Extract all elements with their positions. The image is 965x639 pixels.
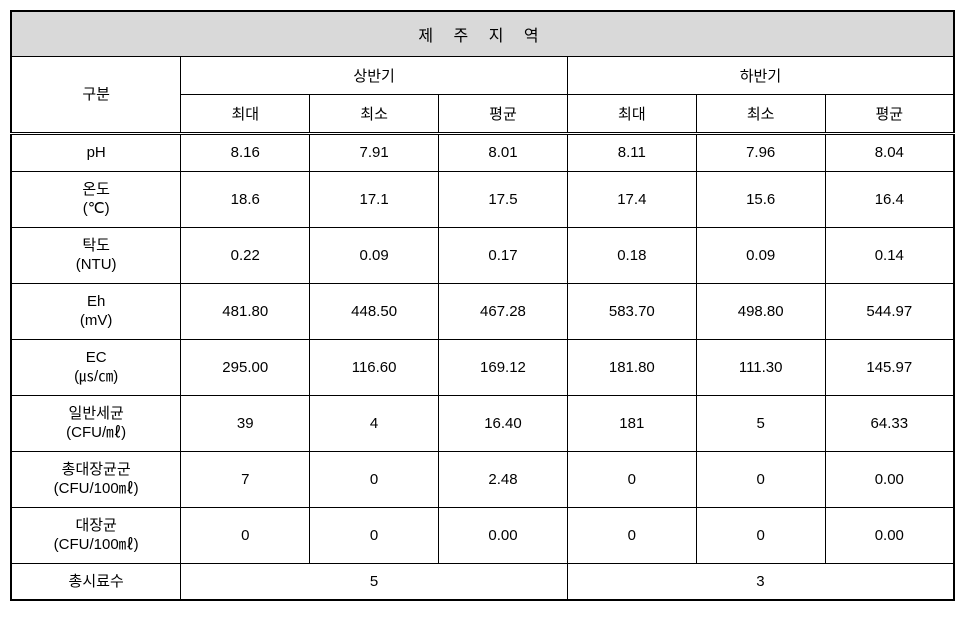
period1-header: 상반기 <box>181 57 568 95</box>
data-cell: 448.50 <box>310 283 439 339</box>
data-cell: 583.70 <box>567 283 696 339</box>
param-cell: 온도(℃) <box>11 171 181 227</box>
param-cell: 대장균(CFU/100㎖) <box>11 507 181 563</box>
data-cell: 17.5 <box>439 171 568 227</box>
category-header: 구분 <box>11 57 181 134</box>
param-cell: 총대장균군(CFU/100㎖) <box>11 451 181 507</box>
param-cell: 일반세균(CFU/㎖) <box>11 395 181 451</box>
table-row: EC(㎲/㎝) 295.00 116.60 169.12 181.80 111.… <box>11 339 954 395</box>
data-cell: 39 <box>181 395 310 451</box>
data-cell: 0.00 <box>825 451 954 507</box>
total-samples-p2: 3 <box>567 563 954 600</box>
data-cell: 16.4 <box>825 171 954 227</box>
data-cell: 5 <box>696 395 825 451</box>
data-cell: 17.4 <box>567 171 696 227</box>
data-cell: 181.80 <box>567 339 696 395</box>
data-cell: 0.09 <box>310 227 439 283</box>
table-row: 온도(℃) 18.6 17.1 17.5 17.4 15.6 16.4 <box>11 171 954 227</box>
data-cell: 7.96 <box>696 134 825 172</box>
data-cell: 295.00 <box>181 339 310 395</box>
param-cell: EC(㎲/㎝) <box>11 339 181 395</box>
data-cell: 0.22 <box>181 227 310 283</box>
period1-avg-header: 평균 <box>439 95 568 134</box>
data-cell: 8.11 <box>567 134 696 172</box>
data-cell: 8.01 <box>439 134 568 172</box>
period2-header: 하반기 <box>567 57 954 95</box>
data-cell: 481.80 <box>181 283 310 339</box>
data-cell: 2.48 <box>439 451 568 507</box>
data-cell: 7 <box>181 451 310 507</box>
data-cell: 467.28 <box>439 283 568 339</box>
table-row: 대장균(CFU/100㎖) 0 0 0.00 0 0 0.00 <box>11 507 954 563</box>
period2-max-header: 최대 <box>567 95 696 134</box>
data-cell: 0 <box>567 451 696 507</box>
data-cell: 15.6 <box>696 171 825 227</box>
total-samples-label: 총시료수 <box>11 563 181 600</box>
data-cell: 16.40 <box>439 395 568 451</box>
data-cell: 111.30 <box>696 339 825 395</box>
data-cell: 8.04 <box>825 134 954 172</box>
data-cell: 0 <box>310 451 439 507</box>
data-cell: 498.80 <box>696 283 825 339</box>
table-row: 일반세균(CFU/㎖) 39 4 16.40 181 5 64.33 <box>11 395 954 451</box>
data-table: 제 주 지 역 구분 상반기 하반기 최대 최소 평균 최대 최소 평균 pH … <box>10 10 955 601</box>
data-cell: 116.60 <box>310 339 439 395</box>
data-cell: 0 <box>310 507 439 563</box>
data-cell: 544.97 <box>825 283 954 339</box>
data-cell: 0.09 <box>696 227 825 283</box>
data-cell: 4 <box>310 395 439 451</box>
data-cell: 17.1 <box>310 171 439 227</box>
data-cell: 145.97 <box>825 339 954 395</box>
param-cell: Eh(mV) <box>11 283 181 339</box>
data-cell: 64.33 <box>825 395 954 451</box>
period1-max-header: 최대 <box>181 95 310 134</box>
table-row: 총대장균군(CFU/100㎖) 7 0 2.48 0 0 0.00 <box>11 451 954 507</box>
data-cell: 169.12 <box>439 339 568 395</box>
param-cell: pH <box>11 134 181 172</box>
data-cell: 0.18 <box>567 227 696 283</box>
data-cell: 0 <box>696 451 825 507</box>
table-row: pH 8.16 7.91 8.01 8.11 7.96 8.04 <box>11 134 954 172</box>
param-cell: 탁도(NTU) <box>11 227 181 283</box>
period2-min-header: 최소 <box>696 95 825 134</box>
data-cell: 0 <box>696 507 825 563</box>
table-row: 탁도(NTU) 0.22 0.09 0.17 0.18 0.09 0.14 <box>11 227 954 283</box>
total-samples-row: 총시료수 5 3 <box>11 563 954 600</box>
data-cell: 0.00 <box>439 507 568 563</box>
period1-min-header: 최소 <box>310 95 439 134</box>
data-cell: 0 <box>567 507 696 563</box>
period2-avg-header: 평균 <box>825 95 954 134</box>
data-cell: 0.00 <box>825 507 954 563</box>
data-cell: 0.17 <box>439 227 568 283</box>
data-cell: 181 <box>567 395 696 451</box>
data-cell: 0.14 <box>825 227 954 283</box>
data-cell: 7.91 <box>310 134 439 172</box>
data-cell: 8.16 <box>181 134 310 172</box>
total-samples-p1: 5 <box>181 563 568 600</box>
data-cell: 0 <box>181 507 310 563</box>
table-row: Eh(mV) 481.80 448.50 467.28 583.70 498.8… <box>11 283 954 339</box>
data-cell: 18.6 <box>181 171 310 227</box>
table-title: 제 주 지 역 <box>11 11 954 57</box>
